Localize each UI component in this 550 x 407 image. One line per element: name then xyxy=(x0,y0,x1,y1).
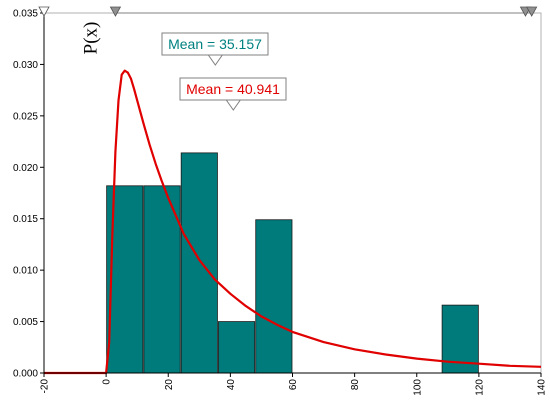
callout-label: Mean = 35.157 xyxy=(168,36,262,52)
x-tick-label: 60 xyxy=(288,379,299,391)
histogram-bar xyxy=(218,321,256,374)
x-tick-label: 80 xyxy=(350,379,361,391)
x-tick-label: 140 xyxy=(537,379,548,396)
top-markers[interactable] xyxy=(38,6,538,17)
histogram-bar xyxy=(255,219,293,374)
histogram xyxy=(106,152,479,374)
y-tick-label: 0.035 xyxy=(13,9,38,20)
callout-pointer xyxy=(225,99,242,111)
mean-callout: Mean = 40.941 xyxy=(179,77,287,111)
y-tick-label: 0.005 xyxy=(13,317,38,328)
axes: 0.000 0.005 0.010 0.015 0.020 0.025 0.030 0.035… xyxy=(13,9,548,396)
x-tick-label: 20 xyxy=(164,379,175,391)
callout-label: Mean = 40.941 xyxy=(186,81,280,97)
y-tick-label: 0.000 xyxy=(13,369,38,380)
y-tick-label: 0.010 xyxy=(13,266,38,277)
x-tick-label: 100 xyxy=(412,379,423,396)
x-tick-label: 40 xyxy=(226,379,237,391)
callout-pointer xyxy=(207,54,224,66)
x-tick-label: 0 xyxy=(102,379,113,385)
range-marker-handle[interactable] xyxy=(526,6,538,17)
x-tick-label: 120 xyxy=(474,379,485,396)
range-marker-handle[interactable] xyxy=(109,6,122,17)
histogram-bar xyxy=(143,185,181,374)
fitted-curve xyxy=(44,69,542,375)
y-tick-label: 0.015 xyxy=(13,214,38,225)
x-tick-label: -20 xyxy=(40,379,51,394)
histogram-bar xyxy=(180,152,218,374)
y-tick-label: 0.025 xyxy=(13,111,38,122)
fitted-curve-line xyxy=(44,69,542,375)
mean-callouts: Mean = 35.157 Mean = 40.941 xyxy=(161,32,287,111)
y-tick-label: 0.020 xyxy=(13,163,38,174)
y-tick-label: 0.030 xyxy=(13,60,38,71)
mean-callout: Mean = 35.157 xyxy=(161,32,269,66)
range-marker-handle[interactable] xyxy=(38,6,50,17)
y-axis-label: P(x) xyxy=(80,22,101,55)
